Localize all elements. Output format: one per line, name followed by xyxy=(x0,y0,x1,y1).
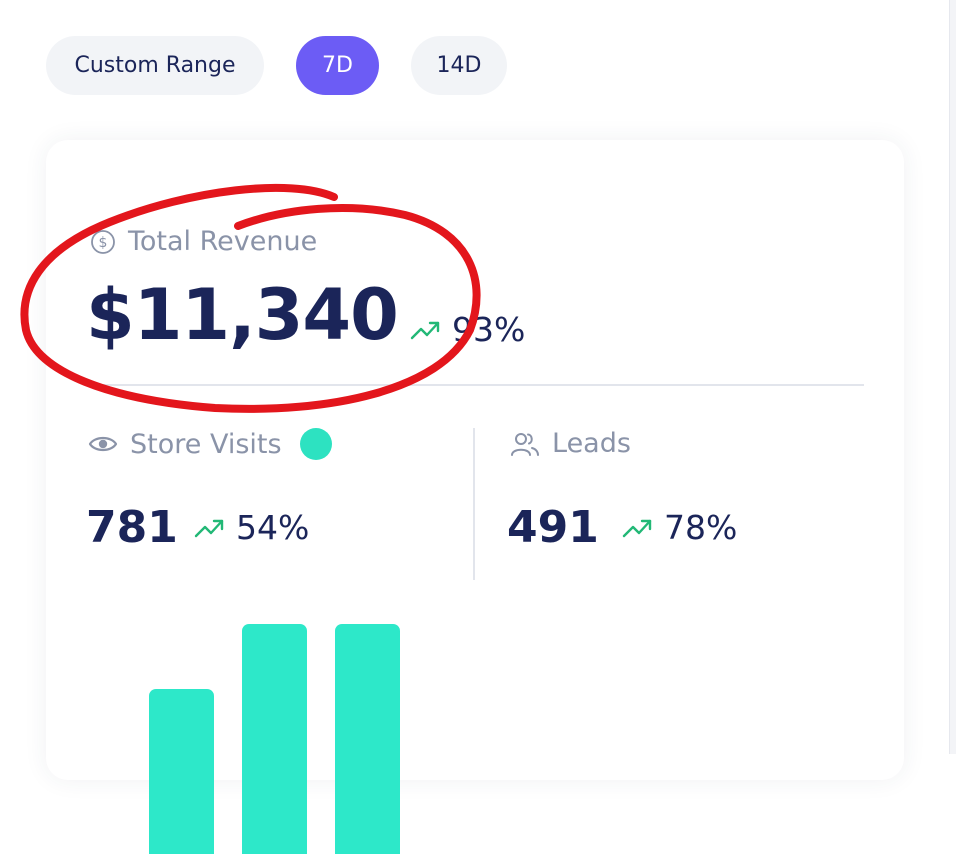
range-7d-button[interactable]: 7D xyxy=(296,36,379,95)
chart-bar xyxy=(242,624,307,854)
range-14d-button[interactable]: 14D xyxy=(411,36,507,95)
dollar-circle-icon: $ xyxy=(90,229,116,255)
trending-up-icon xyxy=(410,319,442,341)
svg-text:$: $ xyxy=(99,235,108,251)
leads-label: Leads xyxy=(510,428,631,459)
users-icon xyxy=(510,431,540,457)
chart-bar xyxy=(335,624,400,854)
leads-change-text: 78% xyxy=(664,508,738,547)
leads-value: 491 xyxy=(507,502,599,553)
total-revenue-label-text: Total Revenue xyxy=(128,226,318,257)
status-dot xyxy=(299,428,332,460)
trending-up-icon xyxy=(622,517,654,539)
scrollbar-track[interactable] xyxy=(949,0,956,754)
store-visits-change: 54% xyxy=(194,508,309,547)
total-revenue-change-text: 93% xyxy=(452,310,526,349)
column-divider xyxy=(473,428,475,580)
custom-range-button[interactable]: Custom Range xyxy=(46,36,264,95)
store-visits-label-text: Store Visits xyxy=(130,428,282,460)
leads-label-text: Leads xyxy=(552,428,631,459)
store-visits-label: Store Visits xyxy=(88,428,332,460)
chart-bar xyxy=(149,689,214,854)
eye-icon xyxy=(88,433,118,455)
store-visits-value: 781 xyxy=(86,502,178,553)
total-revenue-label: $ Total Revenue xyxy=(90,226,317,257)
total-revenue-change: 93% xyxy=(410,310,525,349)
store-visits-change-text: 54% xyxy=(236,508,310,547)
section-divider xyxy=(86,384,864,386)
total-revenue-value: $11,340 xyxy=(86,274,399,356)
trending-up-icon xyxy=(194,517,226,539)
leads-change: 78% xyxy=(622,508,737,547)
